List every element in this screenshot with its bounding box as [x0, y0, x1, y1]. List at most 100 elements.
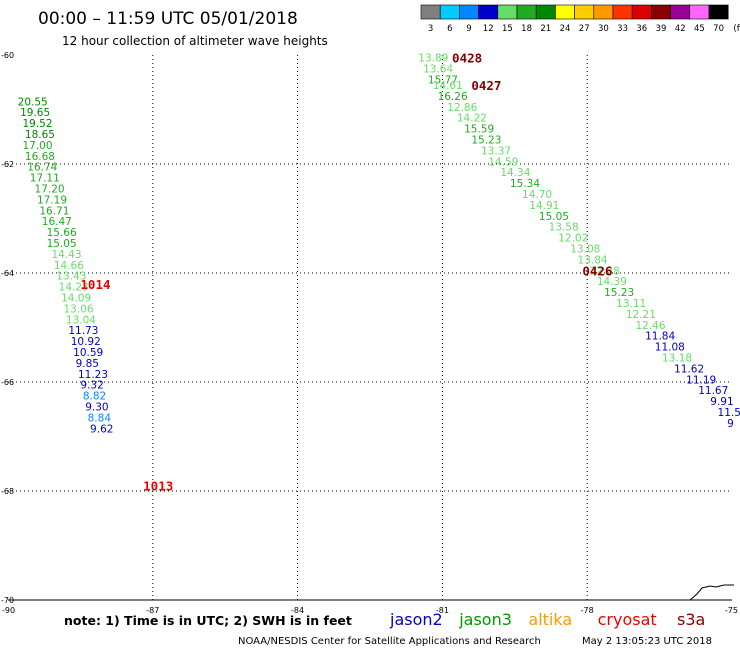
colorbar-label: 39 — [656, 24, 667, 34]
colorbar-label: 33 — [617, 24, 628, 34]
swh-value: 9 — [727, 418, 734, 430]
swh-value: 13.84 — [578, 254, 608, 266]
axis-ticks: -90 -87 -84 -81 -78 -75 -60 -62 -64 -66 -68 -70 — [1, 51, 738, 615]
colorbar-label: 42 — [675, 24, 686, 34]
colorbar-swatch — [631, 4, 652, 20]
pass-label: 0427 — [471, 78, 501, 93]
swh-value: 14.43 — [51, 249, 81, 261]
swh-value: 14.22 — [457, 113, 487, 125]
pass-label: 0426 — [582, 263, 612, 278]
footnote: note: 1) Time is in UTC; 2) SWH is in fe… — [64, 613, 352, 628]
colorbar-swatch — [555, 4, 575, 20]
colorbar-swatch — [497, 4, 518, 20]
colorbar-label: 70 — [713, 24, 724, 34]
swh-value: 15.34 — [510, 178, 540, 190]
colorbar-swatch — [535, 4, 556, 20]
x-tick-label: -90 — [2, 606, 15, 615]
satellite-legend: jason2 jason3 altika cryosat s3a — [389, 610, 705, 629]
swh-value: 16.68 — [25, 151, 55, 163]
swh-value: 14.66 — [54, 260, 84, 272]
y-tick-label: -70 — [1, 596, 14, 605]
colorbar-label: (ft) — [733, 24, 740, 34]
y-tick-label: -60 — [1, 51, 14, 60]
swh-value: 13.06 — [64, 303, 94, 315]
swh-value: 11.84 — [645, 331, 675, 343]
y-tick-label: -66 — [1, 378, 14, 387]
swh-value: 8.84 — [88, 412, 112, 424]
swh-value: 14.34 — [500, 167, 530, 179]
legend-entry: s3a — [677, 610, 705, 629]
swh-value: 13.11 — [616, 298, 646, 310]
chart-title: 00:00 – 11:59 UTC 05/01/2018 — [38, 9, 298, 29]
colorbar-swatch — [516, 4, 537, 20]
swh-value: 16.47 — [42, 216, 72, 228]
footer-org: NOAA/NESDIS Center for Satellite Applica… — [238, 636, 541, 647]
swh-value: 9.62 — [90, 423, 113, 435]
swh-value: 13.58 — [549, 222, 579, 234]
swh-value: 15.77 — [428, 75, 458, 87]
colorbar-swatch — [651, 4, 671, 20]
swh-value: 9.85 — [76, 358, 99, 370]
y-tick-label: -64 — [1, 269, 14, 278]
swh-value: 13.64 — [423, 64, 453, 76]
swh-value: 14.39 — [597, 276, 627, 288]
colorbar-label: 6 — [447, 24, 452, 34]
swh-value: 13.89 — [418, 53, 448, 65]
swh-value: 9.30 — [85, 402, 108, 414]
swh-value: 11.52 — [718, 407, 740, 419]
x-tick-label: -87 — [146, 606, 159, 615]
swh-value: 18.65 — [25, 129, 55, 141]
swh-value: 12.02 — [558, 233, 588, 245]
swh-value: 11.62 — [674, 363, 704, 375]
colorbar-label: 18 — [521, 24, 532, 34]
swh-value: 14.70 — [522, 189, 552, 201]
swh-value: 13.18 — [662, 352, 692, 364]
gridlines — [8, 55, 732, 601]
swh-value: 17.11 — [30, 173, 60, 185]
chart-subtitle: 12 hour collection of altimeter wave hei… — [62, 34, 328, 48]
coastline — [678, 584, 734, 601]
y-tick-label: -68 — [1, 487, 14, 496]
colorbar-label: 21 — [540, 24, 551, 34]
colorbar-swatch — [670, 4, 691, 20]
colorbar-label: 30 — [598, 24, 609, 34]
swh-value: 12.46 — [635, 320, 665, 332]
swh-value: 15.23 — [604, 287, 634, 299]
colorbar-swatch — [478, 4, 499, 20]
pass-label: 1014 — [80, 277, 110, 292]
swh-value: 11.73 — [68, 325, 98, 337]
legend-entry: altika — [528, 610, 572, 629]
swh-value: 15.05 — [47, 238, 77, 250]
swh-value: 12.86 — [447, 102, 477, 114]
swh-value: 19.65 — [20, 107, 50, 119]
colorbar-swatch — [593, 4, 614, 20]
swh-value: 12.21 — [626, 309, 656, 321]
colorbar-label: 15 — [502, 24, 513, 34]
swh-value: 19.52 — [22, 118, 52, 130]
colorbar-swatch — [612, 4, 633, 20]
swh-value: 14.91 — [529, 200, 559, 212]
colorbar-label: 36 — [636, 24, 647, 34]
pass-labels: 1014 1013 0428 0427 0426 — [80, 51, 612, 494]
pass-label: 1013 — [143, 479, 173, 494]
swh-value: 20.55 — [18, 96, 48, 108]
legend-entry: cryosat — [598, 610, 657, 629]
colorbar-label: 24 — [560, 24, 571, 34]
colorbar-swatch — [708, 4, 729, 20]
swh-value: 13.04 — [66, 314, 96, 326]
colorbar-swatch — [459, 4, 479, 20]
swh-value: 17.20 — [35, 184, 65, 196]
swh-value: 11.19 — [686, 374, 716, 386]
legend-entry: jason2 — [389, 610, 443, 629]
y-tick-label: -62 — [1, 160, 14, 169]
swh-value: 10.59 — [73, 347, 103, 359]
swh-value: 9.91 — [710, 396, 733, 408]
colorbar-label: 3 — [428, 24, 433, 34]
pass-label: 0428 — [452, 51, 482, 66]
legend-entry: jason3 — [458, 610, 512, 629]
swh-value: 15.05 — [539, 211, 569, 223]
swh-value: 13.37 — [481, 145, 511, 157]
swh-value: 15.66 — [47, 227, 77, 239]
